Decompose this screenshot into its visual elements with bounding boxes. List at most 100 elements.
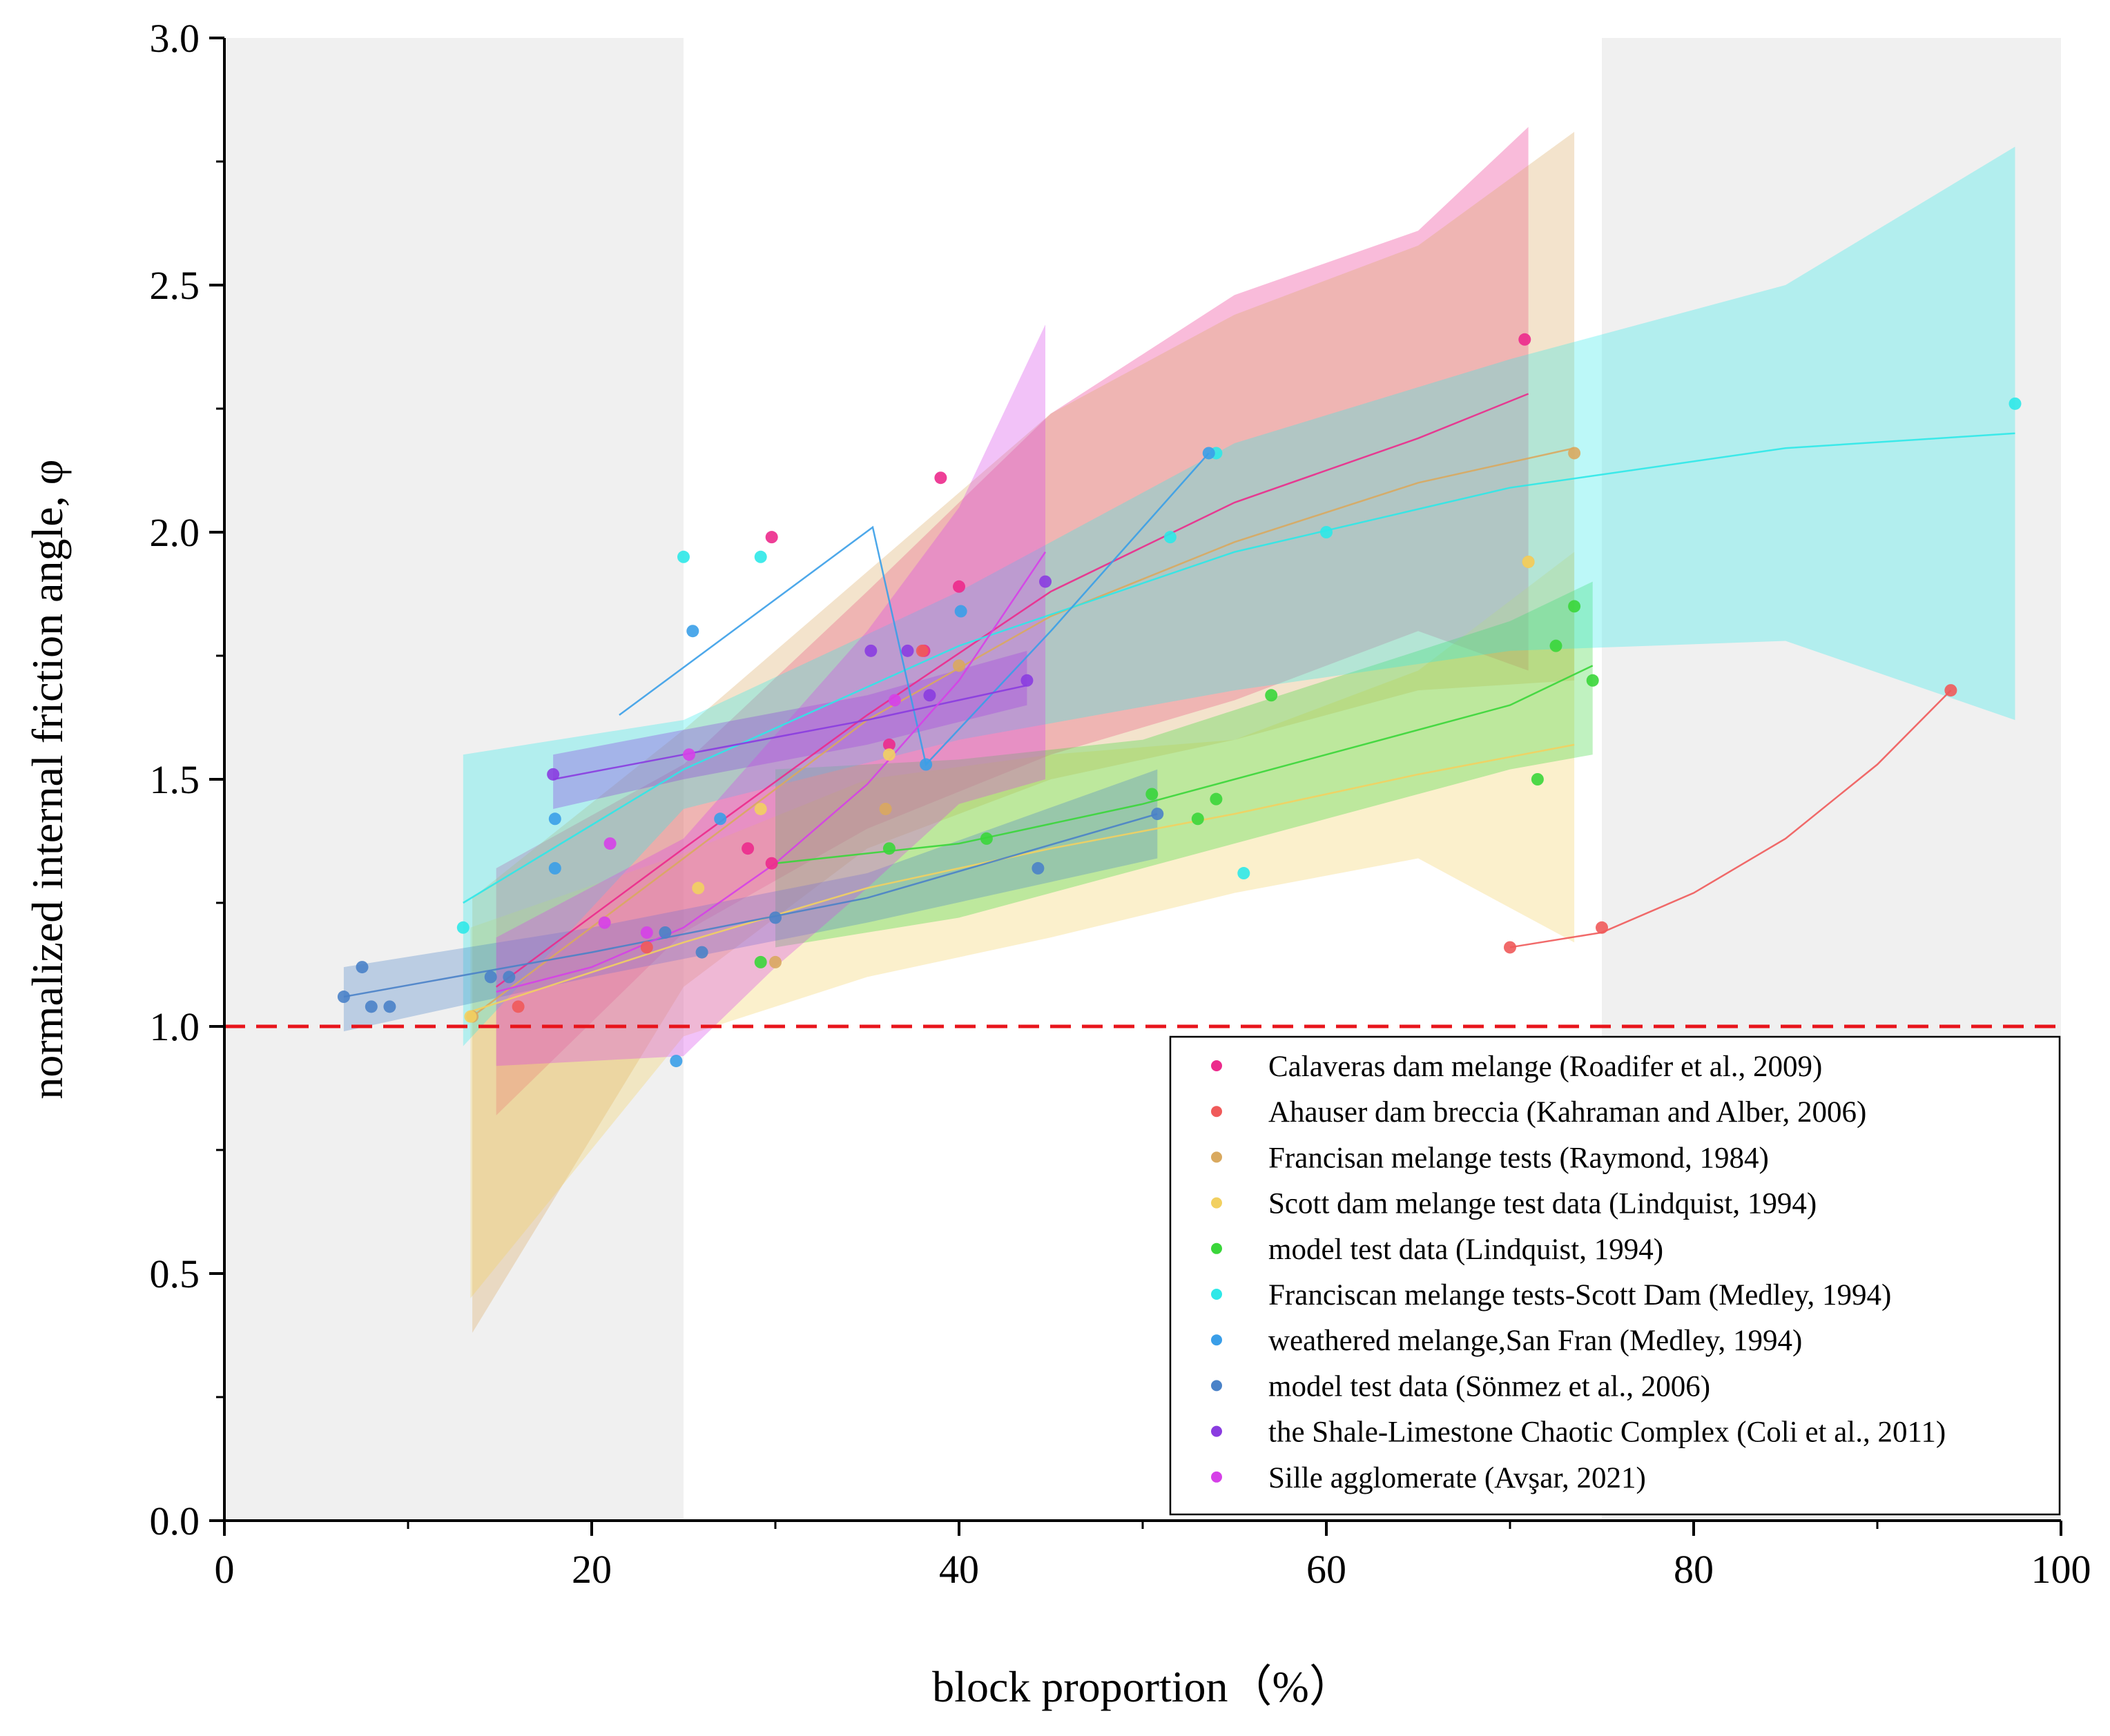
data-point-6-3 <box>954 605 967 618</box>
y-tick-label: 2.0 <box>150 510 200 555</box>
y-tick-label: 1.5 <box>150 757 200 802</box>
data-point-1-0 <box>1504 941 1516 954</box>
data-point-1-2 <box>1944 684 1957 697</box>
legend-marker-6 <box>1211 1334 1222 1346</box>
y-axis-title: normalized internal friction angle, φ <box>23 459 72 1099</box>
data-point-5-7 <box>1320 526 1333 538</box>
data-point-7-7 <box>695 946 708 959</box>
data-point-2-0 <box>1568 447 1581 460</box>
y-tick-label: 3.0 <box>150 16 200 61</box>
legend-marker-3 <box>1211 1197 1222 1209</box>
data-point-0-5 <box>765 857 778 870</box>
fit-line-8 <box>552 684 1027 781</box>
x-axis-title: block proportion（%） <box>932 1662 1353 1711</box>
data-point-4-4 <box>1265 689 1278 702</box>
data-point-3-3 <box>882 748 896 761</box>
legend-entry-9: Sille agglomerate (Avşar, 2021) <box>1268 1462 1646 1494</box>
data-point-2-3 <box>769 955 782 968</box>
data-point-4-10 <box>882 842 896 855</box>
fit-line-0 <box>495 393 1529 988</box>
fit-lines <box>343 393 2015 1017</box>
data-point-1-4 <box>640 941 653 954</box>
data-point-6-4 <box>1202 447 1215 460</box>
data-point-4-2 <box>1191 812 1204 826</box>
y-tick-label: 2.5 <box>150 263 200 308</box>
data-point-4-9 <box>980 832 993 845</box>
x-tick-label: 20 <box>572 1547 612 1592</box>
legend-entry-7: model test data (Sönmez et al., 2006) <box>1268 1370 1710 1403</box>
legend-entry-2: Francisan melange tests (Raymond, 1984) <box>1268 1142 1769 1174</box>
x-tick-label: 80 <box>1674 1547 1714 1592</box>
confidence-band-4 <box>775 581 1593 948</box>
data-point-4-5 <box>1531 773 1544 786</box>
data-point-6-1 <box>670 1055 683 1068</box>
data-point-5-2 <box>754 550 767 563</box>
data-point-7-8 <box>769 911 782 924</box>
data-point-4-8 <box>1586 674 1599 687</box>
data-point-1-5 <box>916 644 929 657</box>
fit-line-1 <box>1509 690 1952 948</box>
data-point-6-2 <box>920 758 933 771</box>
x-tick-label: 40 <box>939 1547 979 1592</box>
data-point-7-0 <box>337 991 350 1004</box>
fit-line-2 <box>472 447 1575 1017</box>
data-point-4-7 <box>1568 600 1581 613</box>
data-point-9-2 <box>640 926 653 939</box>
data-point-6-6 <box>548 861 561 875</box>
data-point-7-6 <box>659 926 672 939</box>
data-point-8-1 <box>864 644 878 657</box>
x-tick-label: 0 <box>215 1547 235 1592</box>
confidence-band-2 <box>472 132 1575 1333</box>
data-point-2-1 <box>879 802 892 815</box>
y-tick-label: 1.0 <box>150 1004 200 1049</box>
confidence-band-7 <box>343 769 1158 1032</box>
y-tick-label: 0.0 <box>150 1499 200 1543</box>
data-point-3-4 <box>692 881 705 895</box>
data-point-7-9 <box>1032 861 1045 875</box>
legend-marker-4 <box>1211 1242 1222 1254</box>
data-point-8-3 <box>1020 674 1034 687</box>
shaded-regions <box>224 38 2061 1521</box>
legend-entry-8: the Shale-Limestone Chaotic Complex (Col… <box>1268 1416 1946 1449</box>
shaded-region-0 <box>224 38 684 1521</box>
data-point-6-0 <box>686 625 699 638</box>
legend-marker-7 <box>1211 1380 1222 1392</box>
data-point-9-0 <box>682 748 695 761</box>
data-point-4-0 <box>754 955 767 968</box>
x-tick-label: 100 <box>2031 1547 2091 1592</box>
data-point-1-3 <box>512 1000 525 1013</box>
data-point-5-1 <box>677 550 690 563</box>
data-point-1-1 <box>1596 921 1608 934</box>
data-point-4-6 <box>1549 639 1562 652</box>
legend-marker-9 <box>1211 1471 1222 1483</box>
legend-entry-0: Calaveras dam melange (Roadifer et al., … <box>1268 1051 1822 1083</box>
confidence-band-5 <box>463 146 2015 1046</box>
legend-marker-1 <box>1211 1106 1222 1118</box>
data-point-9-4 <box>888 694 901 707</box>
data-points <box>337 333 2022 1068</box>
y-tick-label: 0.5 <box>150 1251 200 1296</box>
legend-marker-0 <box>1211 1060 1222 1071</box>
data-point-7-1 <box>356 961 369 974</box>
legend-box <box>1169 1035 2061 1516</box>
data-point-8-5 <box>1039 575 1052 588</box>
confidence-band-0 <box>496 126 1529 1115</box>
legend-entry-4: model test data (Lindquist, 1994) <box>1268 1233 1663 1266</box>
data-point-5-6 <box>2009 397 2022 410</box>
data-point-4-3 <box>1210 792 1223 806</box>
data-point-7-2 <box>365 1000 378 1013</box>
fit-line-3 <box>470 743 1575 1013</box>
fit-line-7 <box>343 812 1158 998</box>
data-point-7-10 <box>1151 808 1164 821</box>
data-point-3-1 <box>754 802 767 815</box>
confidence-band-3 <box>470 552 1575 1298</box>
data-point-0-6 <box>953 580 965 593</box>
data-point-5-3 <box>1163 531 1177 544</box>
legend-entry-3: Scott dam melange test data (Lindquist, … <box>1268 1188 1817 1220</box>
data-point-7-5 <box>503 971 516 984</box>
data-point-8-2 <box>901 644 914 657</box>
legend-marker-5 <box>1211 1289 1222 1300</box>
data-point-9-1 <box>603 837 617 850</box>
legend-entry-6: weathered melange,San Fran (Medley, 1994… <box>1268 1325 1802 1357</box>
data-point-5-5 <box>1237 867 1250 880</box>
